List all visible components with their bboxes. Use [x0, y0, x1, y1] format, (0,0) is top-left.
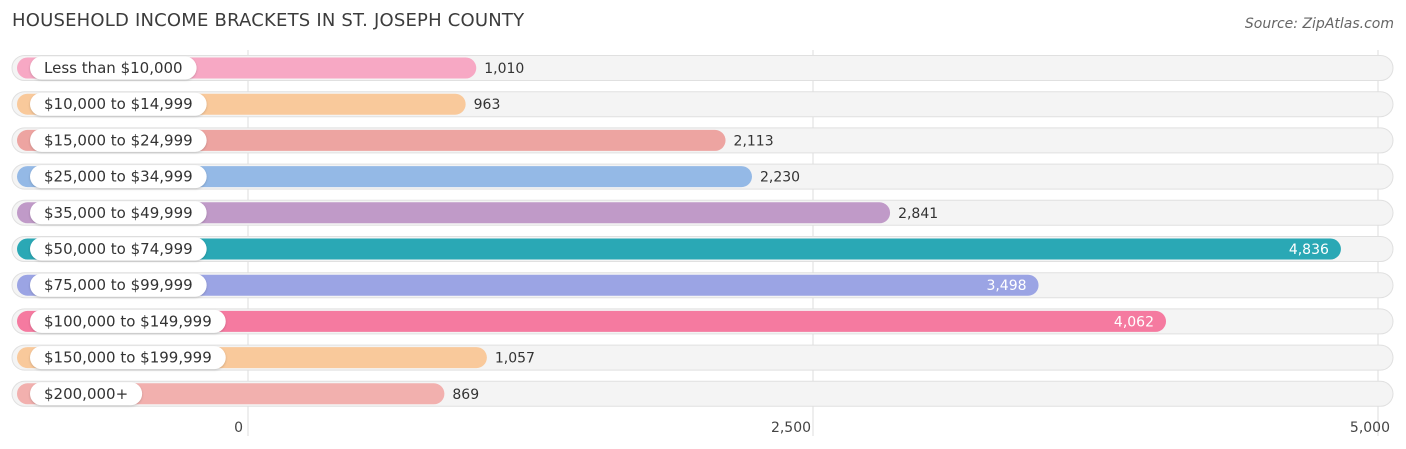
category-label: $35,000 to $49,999: [44, 204, 193, 222]
category-pill: [30, 128, 207, 152]
category-pill: [30, 92, 207, 116]
bar: [17, 274, 1039, 296]
tick-label: 5,000: [1350, 420, 1390, 436]
category-label: $15,000 to $24,999: [44, 131, 193, 149]
value-label: 4,836: [1289, 242, 1329, 258]
category-pill: [30, 56, 197, 80]
category-label: $50,000 to $74,999: [44, 240, 193, 258]
source-note: Source: ZipAtlas.com: [1244, 16, 1394, 32]
tick-label: 0: [234, 420, 243, 436]
category-pill: [30, 346, 226, 370]
category-pill: [30, 237, 207, 261]
bar: [17, 310, 1167, 332]
category-label: Less than $10,000: [44, 59, 183, 77]
category-label: $10,000 to $14,999: [44, 95, 193, 113]
category-pill: [30, 273, 207, 297]
category-pill: [30, 382, 143, 406]
category-pill: [30, 201, 207, 225]
category-pill: [30, 165, 207, 189]
value-label: 869: [452, 387, 479, 403]
value-label: 2,230: [760, 170, 800, 186]
value-label: 2,113: [734, 133, 774, 149]
category-label: $25,000 to $34,999: [44, 168, 193, 186]
tick-label: 2,500: [771, 420, 811, 436]
bar: [17, 202, 891, 224]
category-label: $150,000 to $199,999: [44, 349, 212, 367]
value-label: 2,841: [898, 206, 938, 222]
value-label: 963: [474, 97, 501, 113]
category-label: $75,000 to $99,999: [44, 276, 193, 294]
chart-title: HOUSEHOLD INCOME BRACKETS IN ST. JOSEPH …: [12, 10, 525, 31]
category-pill: [30, 309, 226, 333]
value-label: 1,010: [484, 61, 524, 77]
value-label: 3,498: [986, 278, 1026, 294]
bar: [17, 238, 1341, 260]
category-label: $100,000 to $149,999: [44, 312, 212, 330]
value-label: 1,057: [495, 351, 535, 367]
value-label: 4,062: [1114, 314, 1154, 330]
category-label: $200,000+: [44, 385, 128, 403]
